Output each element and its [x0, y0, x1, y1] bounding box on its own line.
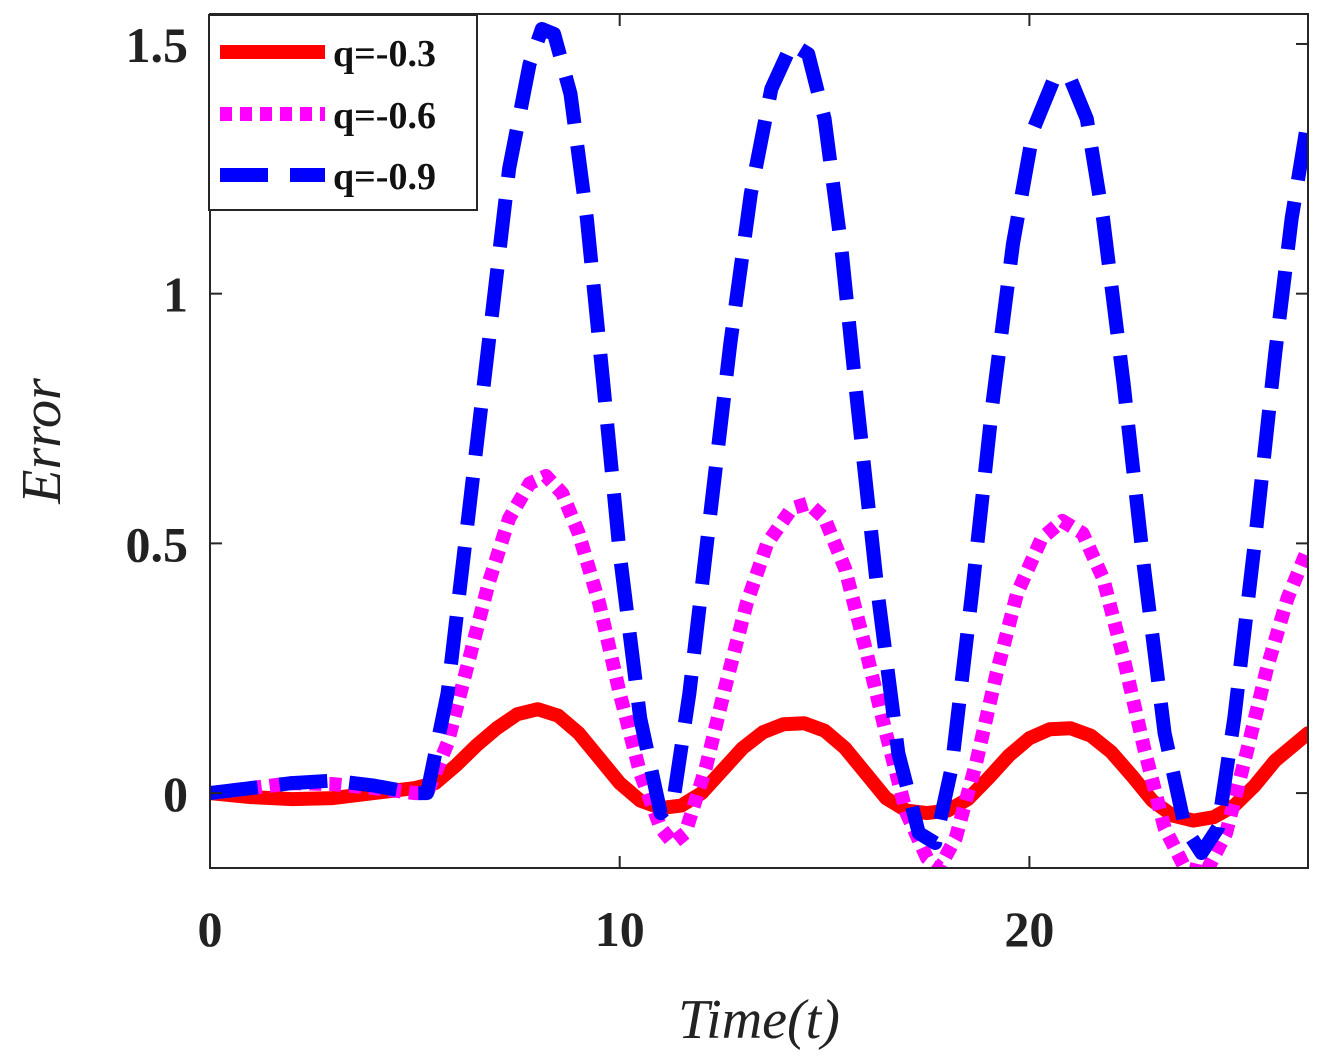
legend-label-q09: q=-0.9	[333, 156, 436, 198]
y-tick-label: 0	[163, 766, 188, 822]
y-tick-label: 0.5	[126, 516, 189, 572]
series-layer	[210, 22, 1308, 868]
legend-label-q03: q=-0.3	[333, 33, 436, 75]
ticks-layer: 0 10 20 0 0.5 1 1.5	[126, 14, 1308, 957]
x-tick-label: 10	[595, 901, 645, 957]
y-tick-label: 1.5	[126, 17, 189, 73]
x-axis-label: Time(t)	[678, 989, 840, 1051]
series-line-q09	[210, 22, 1308, 860]
y-tick-label: 1	[163, 267, 188, 323]
x-tick-label: 20	[1004, 901, 1054, 957]
series-line-q03	[210, 702, 1308, 828]
legend-label-q06: q=-0.6	[333, 95, 436, 137]
legend: q=-0.3 q=-0.6 q=-0.9	[208, 14, 478, 211]
x-tick-label: 0	[198, 901, 223, 957]
y-axis-label: Error	[11, 378, 73, 505]
axes-box	[209, 13, 1309, 869]
series-line-q06	[210, 469, 1308, 868]
